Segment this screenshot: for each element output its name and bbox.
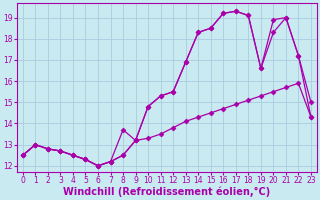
X-axis label: Windchill (Refroidissement éolien,°C): Windchill (Refroidissement éolien,°C) — [63, 187, 270, 197]
